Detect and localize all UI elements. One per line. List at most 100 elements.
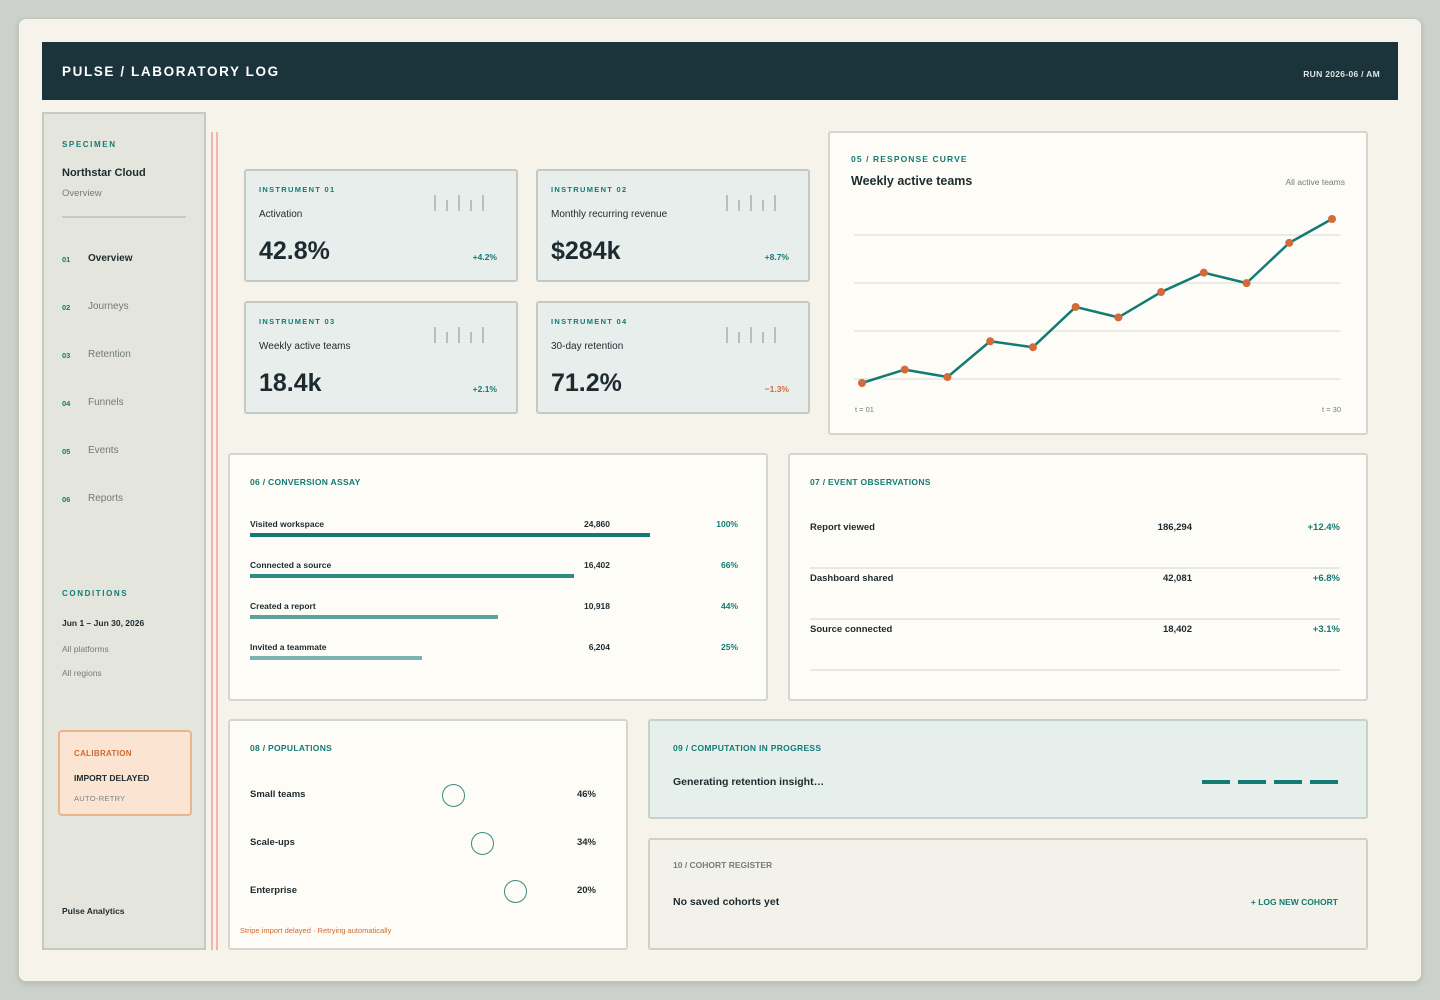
- sidebar-divider: [62, 216, 186, 218]
- step-count: 16,402: [584, 560, 610, 570]
- x-end-label: t = 30: [1322, 405, 1341, 414]
- kpi-value: $284k: [551, 237, 621, 265]
- kpi-delta: +2.1%: [472, 384, 497, 394]
- step-pct: 66%: [720, 560, 738, 570]
- progress-dash-icon: [1238, 780, 1266, 784]
- kpi-delta: −1.3%: [764, 384, 789, 394]
- sidebar-item-reports[interactable]: 06 Reports: [62, 489, 190, 509]
- event-name: Source connected: [810, 624, 893, 635]
- step-bar: [250, 533, 650, 537]
- population-marker-icon: [504, 880, 527, 903]
- chart-filter[interactable]: All active teams: [1285, 177, 1345, 187]
- step-name: Connected a source: [250, 560, 332, 570]
- population-row[interactable]: Small teams 46%: [250, 784, 596, 814]
- sidebar-item-retention[interactable]: 03 Retention: [62, 345, 190, 365]
- log-new-cohort-button[interactable]: + LOG NEW COHORT: [1250, 897, 1338, 907]
- import-status-note: Stripe import delayed · Retrying automat…: [240, 926, 392, 935]
- population-row[interactable]: Scale-ups 34%: [250, 832, 596, 862]
- computation-text: Generating retention insight…: [673, 776, 825, 788]
- conditions-kicker: CONDITIONS: [62, 589, 129, 598]
- data-point[interactable]: [986, 337, 995, 346]
- step-name: Visited workspace: [250, 519, 325, 529]
- sidebar-item-funnels[interactable]: 04 Funnels: [62, 393, 190, 413]
- top-bar: PULSE / LABORATORY LOG RUN 2026-06 / AM: [42, 42, 1398, 100]
- cohort-card: 10 / COHORT REGISTER No saved cohorts ye…: [648, 838, 1368, 950]
- population-row[interactable]: Enterprise 20%: [250, 880, 596, 910]
- specimen-name: Northstar Cloud: [62, 167, 146, 179]
- event-count: 42,081: [1162, 573, 1192, 584]
- progress-dash-icon: [1274, 780, 1302, 784]
- conditions-platforms[interactable]: All platforms: [62, 644, 109, 654]
- kpi-kicker: INSTRUMENT 04: [551, 317, 628, 326]
- calibration-kicker: CALIBRATION: [74, 749, 132, 758]
- kpi-card-retention[interactable]: INSTRUMENT 04 30-day retention 71.2% −1.…: [536, 301, 810, 414]
- tick-marks-icon: [726, 195, 786, 211]
- populations-kicker: 08 / POPULATIONS: [250, 743, 333, 753]
- conditions-date-range[interactable]: Jun 1 – Jun 30, 2026: [62, 618, 145, 628]
- data-point[interactable]: [1028, 343, 1037, 352]
- event-delta: +12.4%: [1307, 522, 1341, 533]
- funnel-step[interactable]: Created a report 10,918 44%: [250, 601, 740, 631]
- sidebar: SPECIMEN Northstar Cloud Overview 01 Ove…: [42, 112, 206, 950]
- population-pct: 20%: [576, 885, 596, 896]
- step-count: 6,204: [588, 642, 610, 652]
- populations-card: 08 / POPULATIONS Small teams 46% Scale-u…: [228, 719, 628, 950]
- conversion-kicker: 06 / CONVERSION ASSAY: [250, 477, 361, 487]
- data-point[interactable]: [900, 365, 909, 374]
- data-point[interactable]: [1114, 313, 1123, 322]
- kpi-card-mrr[interactable]: INSTRUMENT 02 Monthly recurring revenue …: [536, 169, 810, 282]
- conversion-card: 06 / CONVERSION ASSAY Visited workspace …: [228, 453, 768, 701]
- funnel-step[interactable]: Invited a teammate 6,204 25%: [250, 642, 740, 672]
- response-curve-card: 05 / RESPONSE CURVE Weekly active teams …: [828, 131, 1368, 435]
- sidebar-item-overview[interactable]: 01 Overview: [62, 249, 190, 269]
- kpi-kicker: INSTRUMENT 03: [259, 317, 336, 326]
- population-pct: 46%: [576, 789, 596, 800]
- data-point[interactable]: [1199, 268, 1208, 277]
- sidebar-item-events[interactable]: 05 Events: [62, 441, 190, 461]
- kpi-card-weekly-active-teams[interactable]: INSTRUMENT 03 Weekly active teams 18.4k …: [244, 301, 518, 414]
- step-pct: 44%: [720, 601, 738, 611]
- population-pct: 34%: [576, 837, 596, 848]
- app-title: PULSE / LABORATORY LOG: [62, 64, 280, 79]
- data-point[interactable]: [1328, 215, 1336, 223]
- cohort-empty-text: No saved cohorts yet: [673, 896, 780, 908]
- kpi-delta: +8.7%: [764, 252, 789, 262]
- step-name: Created a report: [250, 601, 316, 611]
- event-row[interactable]: Dashboard shared 42,081 +6.8%: [810, 570, 1340, 620]
- population-name: Enterprise: [250, 885, 297, 896]
- nav-number: 02: [62, 303, 71, 312]
- kpi-value: 71.2%: [551, 369, 622, 397]
- run-label: RUN 2026-06 / AM: [1303, 69, 1380, 79]
- kpi-value: 42.8%: [259, 237, 330, 265]
- data-point[interactable]: [1071, 302, 1080, 311]
- step-pct: 25%: [720, 642, 738, 652]
- funnel-step[interactable]: Connected a source 16,402 66%: [250, 560, 740, 590]
- calibration-alert: CALIBRATION IMPORT DELAYED AUTO-RETRY: [58, 730, 192, 816]
- nav-number: 01: [62, 255, 71, 264]
- step-name: Invited a teammate: [250, 642, 327, 652]
- kpi-delta: +4.2%: [472, 252, 497, 262]
- data-point[interactable]: [1242, 279, 1251, 288]
- kpi-value: 18.4k: [259, 369, 322, 397]
- nav-label: Retention: [88, 349, 131, 360]
- sidebar-item-journeys[interactable]: 02 Journeys: [62, 297, 190, 317]
- conditions-regions[interactable]: All regions: [62, 668, 102, 678]
- data-point[interactable]: [1285, 238, 1294, 247]
- progress-dash-icon: [1310, 780, 1338, 784]
- kpi-card-activation[interactable]: INSTRUMENT 01 Activation 42.8% +4.2%: [244, 169, 518, 282]
- data-point[interactable]: [1157, 288, 1166, 297]
- event-row[interactable]: Report viewed 186,294 +12.4%: [810, 519, 1340, 569]
- computation-kicker: 09 / COMPUTATION IN PROGRESS: [673, 743, 822, 753]
- cohort-kicker: 10 / COHORT REGISTER: [673, 860, 773, 870]
- event-row[interactable]: Source connected 18,402 +3.1%: [810, 621, 1340, 671]
- kpi-label: Monthly recurring revenue: [551, 209, 668, 220]
- kpi-kicker: INSTRUMENT 02: [551, 185, 628, 194]
- step-pct: 100%: [716, 519, 738, 529]
- step-bar: [250, 615, 498, 619]
- data-point[interactable]: [858, 379, 866, 387]
- data-point[interactable]: [943, 373, 952, 382]
- population-name: Small teams: [250, 789, 306, 800]
- funnel-step[interactable]: Visited workspace 24,860 100%: [250, 519, 740, 549]
- event-delta: +6.8%: [1312, 573, 1340, 584]
- nav-label: Events: [88, 445, 119, 456]
